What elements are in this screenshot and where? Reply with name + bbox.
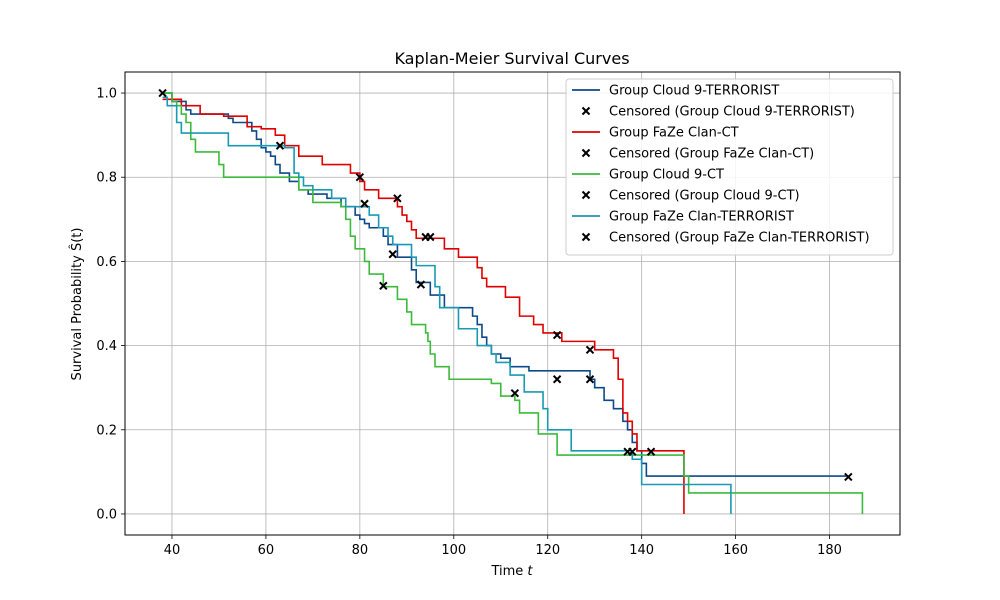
censor-marker [275, 141, 285, 150]
legend-label: Group FaZe Clan-CT [609, 126, 739, 141]
censor-marker [510, 388, 520, 398]
legend-label: Censored (Group Cloud 9-CT) [609, 189, 800, 204]
x-tick-label: 160 [723, 543, 748, 558]
y-tick-label: 0.2 [96, 423, 117, 438]
legend-marker-swatch [581, 232, 591, 242]
y-axis-title: Survival Probability Ŝ(t) [69, 228, 85, 381]
x-tick-label: 80 [352, 543, 369, 558]
censor-marker [585, 375, 595, 384]
legend-label: Group Cloud 9-TERRORIST [609, 84, 779, 99]
legend-label: Censored (Group FaZe Clan-CT) [609, 147, 814, 162]
y-tick-label: 0.6 [96, 255, 117, 270]
y-tick-label: 0.0 [96, 507, 117, 522]
axis-ticks: 40 60 80 100 120 140 160 180 0.0 0.2 0.4 0.6 0.8 1.0 [96, 87, 842, 558]
legend-box [565, 78, 894, 256]
censor-marker [393, 194, 402, 203]
x-tick-label: 100 [441, 543, 466, 558]
censor-marker [646, 447, 656, 456]
y-tick-label: 0.8 [96, 171, 117, 186]
plot-frame [124, 71, 901, 536]
censor-marker [426, 232, 435, 242]
x-tick-label: 120 [535, 543, 560, 558]
series-line-4 [162, 96, 732, 514]
censor-marker [360, 199, 369, 208]
censor-marker [416, 280, 426, 289]
x-tick-label: 180 [817, 543, 842, 558]
legend-marker-swatch [581, 106, 591, 116]
y-tick-label: 0.4 [96, 339, 117, 354]
censor-marker [158, 88, 167, 98]
x-tick-label: 60 [258, 543, 275, 558]
legend-marker-swatch [581, 148, 591, 158]
legend: Group Cloud 9-TERRORIST Censored (Group C… [565, 78, 894, 256]
x-axis-title: Time t [490, 564, 533, 579]
y-tick-label: 1.0 [96, 87, 117, 102]
censor-marker [388, 250, 397, 259]
legend-marker-swatch [581, 190, 591, 200]
censor-marker [844, 472, 853, 482]
censor-marker [623, 447, 632, 456]
legend-label: Censored (Group FaZe Clan-TERRORIST) [609, 231, 870, 246]
censor-marker [585, 345, 595, 355]
x-tick-label: 40 [164, 543, 181, 558]
censor-marker [552, 330, 562, 340]
censor-marker [355, 173, 365, 182]
chart-title: Kaplan-Meier Survival Curves [394, 49, 629, 68]
x-tick-label: 140 [629, 543, 654, 558]
censor-marker [379, 281, 388, 291]
censor-markers [158, 88, 853, 482]
censor-marker [552, 375, 562, 384]
legend-label: Group Cloud 9-CT [609, 168, 724, 183]
legend-label: Group FaZe Clan-TERRORIST [609, 210, 794, 225]
legend-label: Censored (Group Cloud 9-TERRORIST) [609, 105, 855, 120]
